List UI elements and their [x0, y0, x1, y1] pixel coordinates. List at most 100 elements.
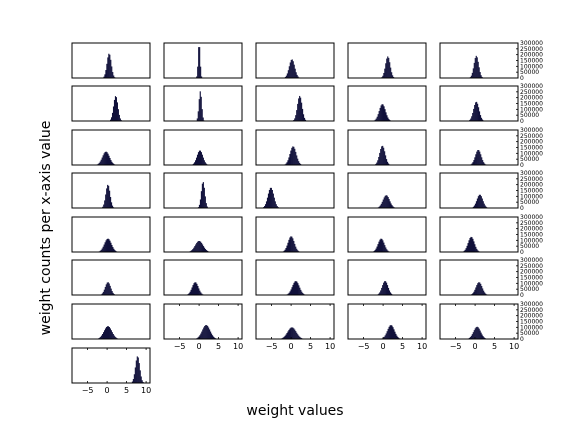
histogram-bar	[296, 281, 298, 295]
panel-frame	[71, 129, 151, 166]
histogram-bar	[474, 289, 476, 295]
histogram-bar	[103, 204, 105, 208]
histogram-bar	[205, 203, 207, 208]
histogram-bar	[293, 328, 295, 339]
histogram-bar	[273, 197, 275, 208]
histogram-bar	[131, 381, 133, 383]
histogram-bar	[110, 197, 112, 208]
histogram-bar	[286, 73, 288, 78]
panel-frame	[71, 85, 151, 122]
histogram-panel-12	[163, 129, 243, 166]
histogram-bar	[111, 291, 113, 295]
histogram-bar	[101, 335, 103, 339]
histogram-bar	[385, 333, 387, 339]
histogram-bar	[477, 150, 479, 165]
panel-frame	[255, 303, 335, 340]
histogram-bar	[110, 119, 112, 121]
histogram-bar	[387, 161, 389, 165]
histogram-bar	[201, 109, 203, 121]
panel-frame	[255, 259, 335, 296]
histogram-bar	[109, 240, 111, 252]
panel-frame	[71, 303, 151, 340]
histogram-bar	[285, 334, 287, 339]
histogram-bar	[479, 151, 481, 165]
histogram-bar	[286, 162, 288, 165]
panel-frame	[163, 129, 243, 166]
histogram-bar	[138, 363, 140, 383]
histogram-bar	[383, 282, 385, 295]
histogram-bars	[375, 195, 397, 208]
histogram-panel-31	[71, 303, 151, 340]
panel-frame	[163, 259, 243, 296]
histogram-panel-24	[347, 216, 427, 253]
histogram-bars	[191, 150, 209, 165]
histogram-bar	[264, 204, 267, 208]
histogram-bar	[141, 380, 143, 383]
histogram-bar	[203, 327, 205, 339]
histogram-bar	[385, 155, 387, 165]
histogram-bar	[275, 204, 277, 208]
histogram-bar	[111, 332, 113, 339]
histogram-bar	[471, 72, 473, 78]
x-tick-label: −5	[82, 386, 94, 395]
histogram-bars	[262, 187, 280, 208]
histogram-bar	[296, 248, 298, 252]
histogram-bar	[195, 157, 198, 165]
histogram-bar	[101, 293, 103, 295]
histogram-bar	[388, 290, 391, 295]
histogram-bar	[194, 282, 196, 295]
histogram-bar	[482, 336, 484, 339]
y-tick-label: 0	[520, 118, 524, 125]
histogram-bar	[302, 108, 304, 121]
histogram-panel-36: −5 0 5 10	[71, 347, 151, 395]
histogram-bars	[471, 194, 489, 208]
histogram-bar	[479, 72, 481, 78]
panel-frame	[255, 172, 335, 209]
histogram-bar	[109, 285, 111, 295]
histogram-bar	[213, 337, 216, 339]
histogram-bar	[107, 238, 109, 252]
histogram-bar	[382, 240, 384, 252]
histogram-bar	[470, 335, 472, 339]
histogram-bars	[371, 238, 391, 252]
histogram-bar	[470, 75, 472, 78]
histogram-bar	[479, 194, 481, 208]
histogram-bar	[97, 163, 99, 165]
y-tick-label: 150000	[520, 58, 543, 65]
panel-frame	[163, 85, 243, 122]
x-tick-label: −5	[450, 342, 462, 351]
x-tick-label: 10	[233, 342, 243, 351]
histogram-bar	[113, 75, 115, 78]
histogram-bar	[111, 202, 113, 208]
histogram-bars	[282, 59, 301, 78]
histogram-bar	[199, 150, 202, 165]
histogram-bar	[291, 236, 293, 252]
histogram-bars	[196, 182, 209, 208]
panel-frame	[255, 85, 335, 122]
histogram-panel-22	[163, 216, 243, 253]
panel-frame	[347, 42, 427, 79]
histogram-panel-29	[347, 259, 427, 296]
histogram-bar	[377, 114, 379, 121]
histogram-panel-18	[255, 172, 335, 209]
histogram-bar	[383, 72, 385, 78]
histogram-bar	[389, 201, 391, 208]
histogram-bar	[106, 326, 109, 339]
histogram-bar	[107, 57, 109, 78]
histogram-panel-9	[347, 85, 427, 122]
histogram-bar	[197, 111, 199, 121]
histogram-bar	[110, 330, 112, 339]
histogram-bar	[103, 153, 105, 165]
histogram-bar	[474, 328, 476, 339]
histogram-bar	[397, 337, 399, 339]
histogram-bar	[467, 243, 469, 252]
histogram-bar	[112, 334, 114, 339]
histogram-bar	[473, 108, 475, 121]
histogram-bars	[373, 145, 392, 165]
histogram-bar	[206, 250, 209, 252]
histogram-bar	[271, 189, 273, 208]
histogram-bar	[103, 330, 106, 339]
histogram-bar	[293, 146, 295, 165]
histogram-bar	[288, 157, 290, 165]
histogram-bar	[475, 201, 478, 208]
